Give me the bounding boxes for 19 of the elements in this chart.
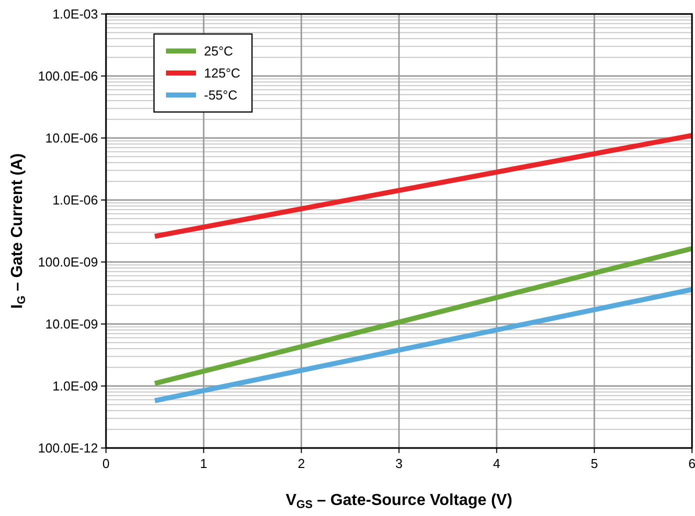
y-tick-label: 1.0E-09 [52, 378, 98, 394]
x-tick-label: 0 [102, 456, 110, 471]
y-tick-label: 100.0E-12 [38, 440, 98, 456]
x-tick-label: 1 [200, 456, 208, 471]
y-tick-label: 100.0E-06 [38, 68, 98, 84]
legend-label: 25°C [204, 44, 234, 59]
x-tick-label: 3 [395, 456, 403, 471]
legend-label: -55°C [204, 88, 238, 103]
y-tick-label: 1.0E-03 [52, 6, 98, 22]
x-tick-label: 4 [493, 456, 500, 471]
x-tick-label: 6 [688, 456, 695, 471]
legend-label: 125°C [204, 66, 240, 81]
y-tick-label: 100.0E-09 [38, 254, 98, 270]
x-tick-label: 5 [590, 456, 598, 471]
y-tick-label: 1.0E-06 [52, 192, 98, 208]
x-tick-label: 2 [298, 456, 305, 471]
y-tick-label: 10.0E-06 [45, 130, 98, 146]
x-axis-title: V$_{GS}$ – Gate-Source Voltage (V) [286, 492, 512, 511]
y-tick-label: 10.0E-09 [45, 316, 98, 332]
